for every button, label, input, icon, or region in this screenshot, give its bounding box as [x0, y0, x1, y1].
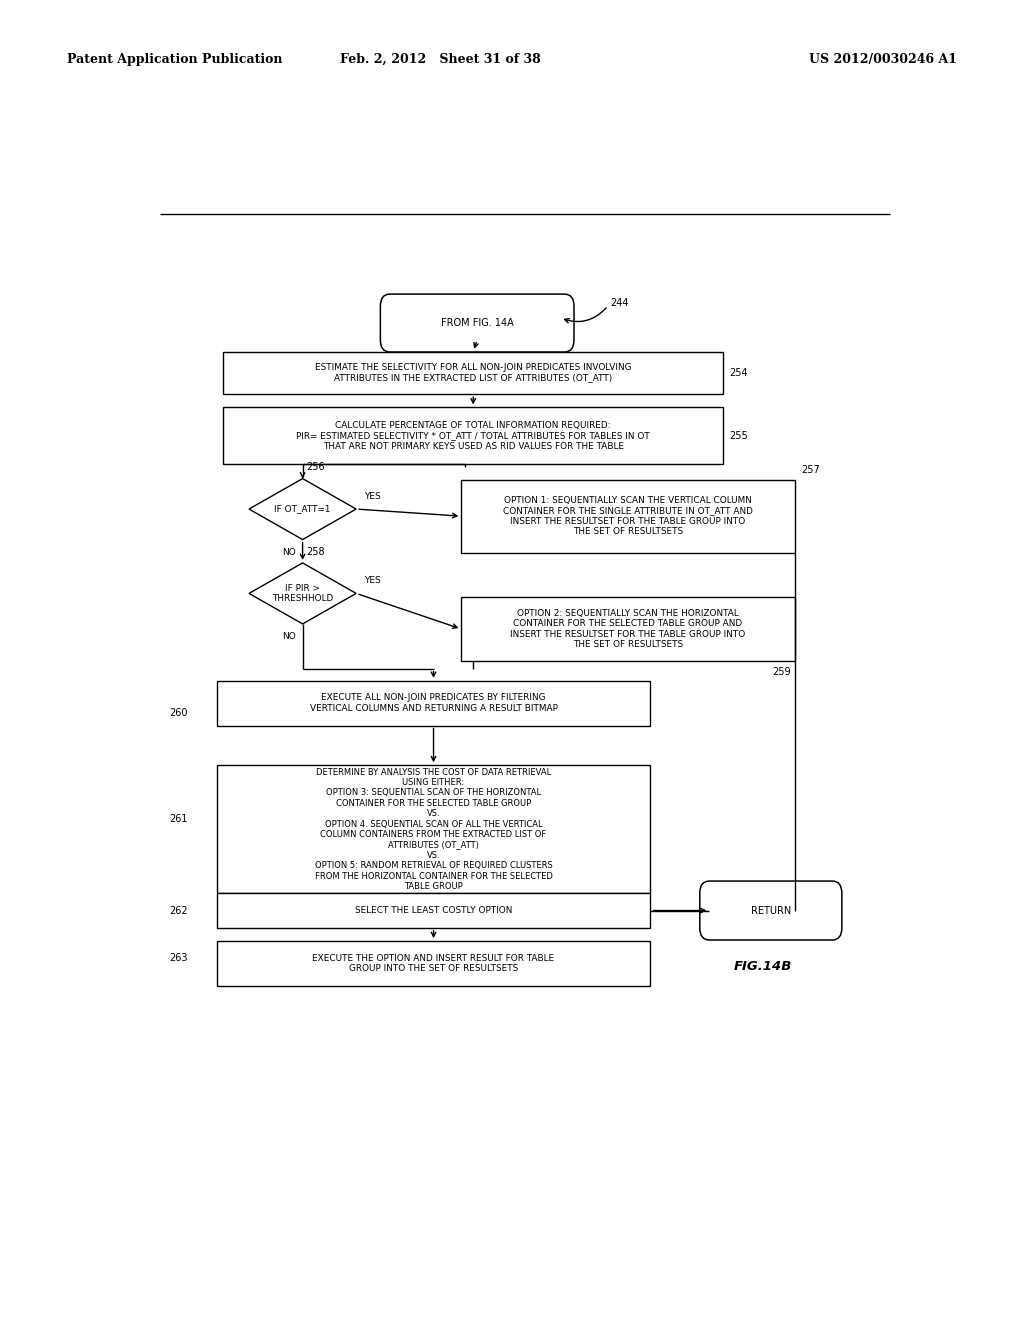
Text: 262: 262 — [170, 906, 188, 916]
Text: RETURN: RETURN — [751, 906, 791, 916]
Text: NO: NO — [283, 548, 296, 557]
Text: 263: 263 — [170, 953, 188, 964]
FancyBboxPatch shape — [217, 766, 650, 894]
Text: 254: 254 — [729, 368, 749, 378]
Text: IF PIR >
THRESHHOLD: IF PIR > THRESHHOLD — [272, 583, 333, 603]
Text: OPTION 2: SEQUENTIALLY SCAN THE HORIZONTAL
CONTAINER FOR THE SELECTED TABLE GROU: OPTION 2: SEQUENTIALLY SCAN THE HORIZONT… — [510, 609, 745, 649]
FancyBboxPatch shape — [217, 894, 650, 928]
FancyBboxPatch shape — [462, 598, 795, 660]
Text: NO: NO — [283, 632, 296, 642]
Text: 260: 260 — [170, 709, 188, 718]
FancyBboxPatch shape — [380, 294, 574, 352]
Text: OPTION 1: SEQUENTIALLY SCAN THE VERTICAL COLUMN
CONTAINER FOR THE SINGLE ATTRIBU: OPTION 1: SEQUENTIALLY SCAN THE VERTICAL… — [503, 496, 753, 536]
Text: 257: 257 — [801, 465, 820, 474]
Text: Feb. 2, 2012   Sheet 31 of 38: Feb. 2, 2012 Sheet 31 of 38 — [340, 53, 541, 66]
Polygon shape — [249, 562, 356, 624]
Text: EXECUTE ALL NON-JOIN PREDICATES BY FILTERING
VERTICAL COLUMNS AND RETURNING A RE: EXECUTE ALL NON-JOIN PREDICATES BY FILTE… — [309, 693, 557, 713]
FancyBboxPatch shape — [462, 479, 795, 553]
Text: 261: 261 — [170, 814, 188, 824]
Text: IF OT_ATT=1: IF OT_ATT=1 — [274, 504, 331, 513]
FancyBboxPatch shape — [699, 880, 842, 940]
FancyBboxPatch shape — [217, 681, 650, 726]
Text: 258: 258 — [306, 546, 326, 557]
Text: 255: 255 — [729, 430, 749, 441]
Polygon shape — [249, 479, 356, 540]
Text: DETERMINE BY ANALYSIS THE COST OF DATA RETRIEVAL
USING EITHER:
OPTION 3: SEQUENT: DETERMINE BY ANALYSIS THE COST OF DATA R… — [314, 767, 553, 891]
Text: CALCULATE PERCENTAGE OF TOTAL INFORMATION REQUIRED:
PIR= ESTIMATED SELECTIVITY *: CALCULATE PERCENTAGE OF TOTAL INFORMATIO… — [296, 421, 650, 450]
Text: YES: YES — [365, 492, 381, 500]
Text: YES: YES — [365, 577, 381, 585]
Text: SELECT THE LEAST COSTLY OPTION: SELECT THE LEAST COSTLY OPTION — [355, 906, 512, 915]
Text: 259: 259 — [772, 667, 791, 677]
Text: EXECUTE THE OPTION AND INSERT RESULT FOR TABLE
GROUP INTO THE SET OF RESULTSETS: EXECUTE THE OPTION AND INSERT RESULT FOR… — [312, 953, 555, 973]
Text: 244: 244 — [610, 298, 629, 308]
FancyBboxPatch shape — [223, 408, 723, 465]
Text: US 2012/0030246 A1: US 2012/0030246 A1 — [809, 53, 957, 66]
FancyBboxPatch shape — [223, 351, 723, 395]
FancyBboxPatch shape — [217, 941, 650, 986]
Text: FIG.14B: FIG.14B — [733, 960, 793, 973]
Text: ESTIMATE THE SELECTIVITY FOR ALL NON-JOIN PREDICATES INVOLVING
ATTRIBUTES IN THE: ESTIMATE THE SELECTIVITY FOR ALL NON-JOI… — [315, 363, 632, 383]
Text: FROM FIG. 14A: FROM FIG. 14A — [440, 318, 514, 329]
Text: Patent Application Publication: Patent Application Publication — [67, 53, 282, 66]
Text: 256: 256 — [306, 462, 326, 473]
